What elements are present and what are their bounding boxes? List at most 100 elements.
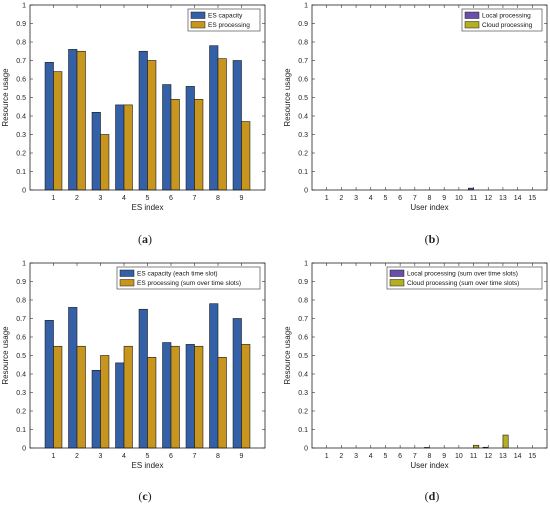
- y-tick-label: 0.9: [298, 279, 308, 286]
- legend-label: Local processing (sum over time slots): [407, 271, 518, 278]
- y-tick-label: 0.9: [16, 279, 26, 286]
- legend: ES capacity (each time slot) ES processin…: [116, 266, 261, 290]
- x-tick-label: 11: [470, 453, 477, 460]
- bar-es-processing-5: [147, 60, 157, 191]
- panel-caption: (b): [425, 232, 440, 246]
- y-tick-label: 0.4: [298, 114, 308, 121]
- y-tick-label: 0.7: [16, 58, 26, 65]
- bar-es-processing-3: [100, 134, 110, 191]
- x-tick-label: 3: [99, 195, 103, 202]
- y-axis-label: Resource usage: [1, 326, 10, 385]
- legend: Local processing (sum over time slots) Cl…: [386, 266, 543, 290]
- legend-swatch: [389, 279, 405, 287]
- bar-es-capacity-5: [138, 50, 148, 191]
- legend-swatch: [389, 269, 405, 277]
- x-tick-label: 8: [428, 453, 432, 460]
- axes-box: [311, 262, 548, 449]
- x-tick-label: 8: [216, 195, 220, 202]
- y-axis-label: Resource usage: [283, 326, 292, 385]
- bar-es-capacity-each-time-slot--1: [44, 320, 54, 449]
- bar-es-capacity-each-time-slot--7: [185, 344, 195, 449]
- bar-es-processing-sum-over-time-slots--4: [123, 345, 133, 449]
- y-tick-label: 0.1: [298, 427, 308, 434]
- legend-box: [187, 8, 261, 32]
- chart-panel-2: 00.10.20.30.40.50.60.70.80.911 2 3 4 5 6 7 8 9 10…: [283, 3, 548, 246]
- plot-area: [312, 5, 547, 190]
- bar-es-processing-6: [170, 99, 180, 191]
- bar-es-processing-sum-over-time-slots--1: [53, 345, 63, 449]
- bar-es-capacity-each-time-slot--9: [232, 318, 242, 449]
- y-tick-label: 0.3: [16, 132, 26, 139]
- bar-es-capacity-1: [44, 62, 54, 191]
- x-tick-label: 2: [339, 195, 343, 202]
- y-tick-label: 0: [22, 446, 26, 453]
- x-axis-label: ES index: [131, 461, 163, 470]
- bar-es-capacity-each-time-slot--6: [162, 342, 172, 449]
- x-tick-label: 9: [442, 195, 446, 202]
- y-tick-label: 0.4: [16, 372, 26, 379]
- bar-es-capacity-each-time-slot--5: [138, 308, 148, 449]
- y-tick-label: 0.1: [298, 169, 308, 176]
- y-tick-label: 0.3: [16, 390, 26, 397]
- x-tick-label: 12: [484, 195, 492, 202]
- y-tick-label: 0.9: [298, 21, 308, 28]
- plot-area: [312, 263, 547, 448]
- bar-es-processing-sum-over-time-slots--6: [170, 345, 180, 449]
- x-tick-label: 15: [528, 453, 536, 460]
- chart-panel-1: 0 0.1 0.2 0.3 0.4 0.5 0.6 0.7 0.8 0.9 1 1 2 3 4 5 6 7 8 9 ES…: [1, 3, 266, 246]
- bar-es-capacity-each-time-slot--3: [91, 369, 101, 449]
- y-tick-label: 1: [22, 3, 26, 10]
- panel-caption: (d): [425, 489, 440, 503]
- bar-es-capacity-7: [185, 86, 195, 191]
- y-tick-label: 0.4: [298, 372, 308, 379]
- bar-es-capacity-each-time-slot--8: [209, 303, 219, 449]
- x-tick-label: 9: [240, 195, 244, 202]
- y-tick-label: 0: [22, 188, 26, 195]
- x-axis-label: User index: [410, 203, 448, 212]
- x-tick-label: 7: [413, 453, 417, 460]
- bar-es-processing-2: [76, 50, 86, 191]
- y-tick-label: 0.5: [298, 353, 308, 360]
- legend-swatch: [190, 21, 206, 29]
- x-tick-label: 14: [514, 453, 522, 460]
- y-tick-label: 0.5: [16, 353, 26, 360]
- x-tick-label: 8: [216, 453, 220, 460]
- x-tick-label: 2: [75, 195, 79, 202]
- legend-swatch: [190, 11, 206, 19]
- x-tick-label: 10: [455, 195, 463, 202]
- x-tick-label: 6: [169, 453, 173, 460]
- x-tick-label: 11: [470, 195, 477, 202]
- x-tick-label: 1: [52, 195, 56, 202]
- panel-caption: (a): [138, 232, 152, 246]
- x-axis-label: ES index: [131, 203, 163, 212]
- x-tick-label: 14: [514, 195, 522, 202]
- bar-es-capacity-each-time-slot--4: [115, 362, 125, 449]
- x-tick-label: 3: [354, 195, 358, 202]
- legend-swatch: [464, 11, 480, 19]
- x-tick-label: 6: [398, 195, 402, 202]
- bar-es-processing-sum-over-time-slots--5: [147, 357, 157, 449]
- bar-cloud-processing-sum-over-time-slots--11: [473, 444, 480, 449]
- x-axis-label: User index: [410, 461, 448, 470]
- bar-es-capacity-each-time-slot--2: [68, 307, 78, 449]
- x-tick-label: 4: [122, 195, 126, 202]
- legend-label: ES capacity (each time slot): [137, 271, 218, 278]
- y-tick-label: 0.6: [16, 335, 26, 342]
- x-tick-label: 4: [369, 453, 373, 460]
- bar-es-processing-9: [241, 121, 251, 191]
- y-tick-label: 0.2: [16, 409, 26, 416]
- y-tick-label: 0.1: [16, 169, 26, 176]
- y-tick-label: 0.7: [298, 58, 308, 65]
- y-tick-label: 0.9: [16, 21, 26, 28]
- x-tick-label: 15: [528, 195, 536, 202]
- y-tick-label: 0: [304, 446, 308, 453]
- y-tick-label: 0.8: [298, 40, 308, 47]
- legend: Local processing Cloud processing: [461, 8, 543, 32]
- y-tick-label: 0.8: [298, 298, 308, 305]
- bar-es-processing-sum-over-time-slots--9: [241, 344, 251, 449]
- bar-es-capacity-9: [232, 60, 242, 191]
- x-tick-label: 4: [122, 453, 126, 460]
- axes-box: [311, 4, 548, 191]
- legend-swatch: [119, 269, 135, 277]
